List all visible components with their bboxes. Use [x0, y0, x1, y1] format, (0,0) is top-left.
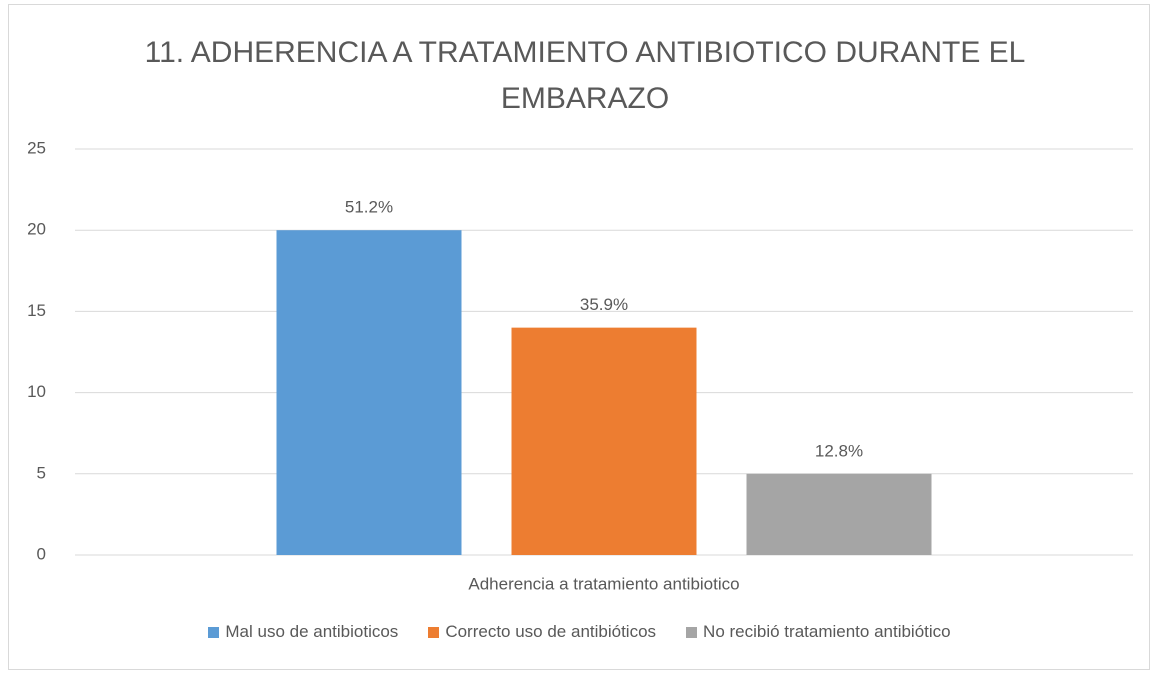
y-tick-label: 25	[27, 138, 46, 157]
legend: Mal uso de antibioticos Correcto uso de a…	[0, 622, 1159, 642]
bar	[276, 230, 462, 555]
legend-item: Mal uso de antibioticos	[208, 622, 398, 642]
x-tick-label: Adherencia a tratamiento antibiotico	[468, 574, 739, 593]
y-tick-label: 20	[27, 220, 46, 239]
legend-swatch	[208, 626, 220, 638]
bar	[511, 327, 697, 555]
y-tick-label: 5	[37, 463, 46, 482]
legend-item: No recibió tratamiento antibiótico	[686, 622, 951, 642]
legend-swatch	[428, 626, 440, 638]
legend-label: Mal uso de antibioticos	[225, 622, 399, 641]
y-tick-label: 0	[37, 544, 46, 563]
chart-title: 11. ADHERENCIA A TRATAMIENTO ANTIBIOTICO…	[144, 36, 1026, 115]
chart-frame	[8, 4, 1150, 670]
data-label: 51.2%	[345, 198, 393, 217]
y-tick-label: 15	[27, 301, 46, 320]
legend-item: Correcto uso de antibióticos	[428, 622, 656, 642]
y-tick-label: 10	[27, 382, 46, 401]
legend-label: No recibió tratamiento antibiótico	[703, 622, 951, 641]
data-label: 35.9%	[580, 295, 628, 314]
legend-swatch	[686, 626, 698, 638]
data-label: 12.8%	[815, 441, 863, 460]
bar	[746, 473, 932, 555]
legend-label: Correcto uso de antibióticos	[445, 622, 657, 641]
